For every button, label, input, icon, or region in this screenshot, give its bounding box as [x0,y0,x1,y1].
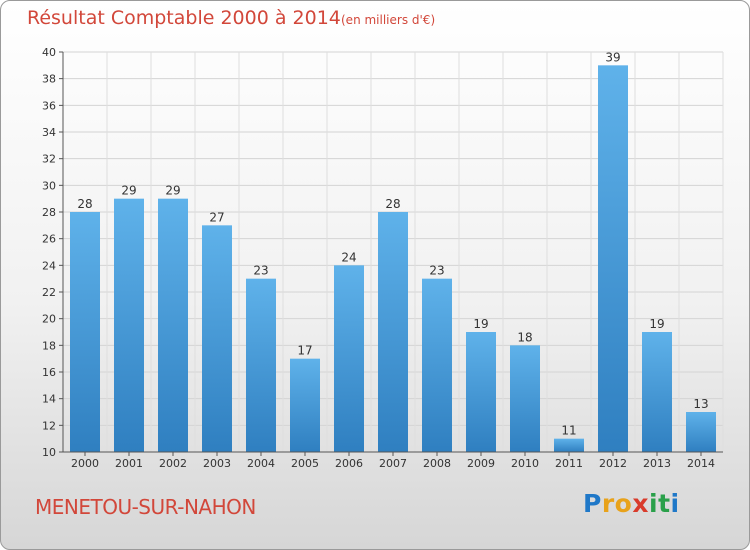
x-tick-label: 2000 [71,457,99,470]
bar [378,212,408,452]
x-tick-label: 2013 [643,457,671,470]
bar [202,225,232,452]
y-tick-label: 16 [42,366,56,379]
bar [598,65,628,452]
logo-letter: t [658,489,671,518]
value-label: 23 [429,264,444,278]
y-tick-label: 22 [42,286,56,299]
value-label: 17 [297,344,312,358]
value-label: 19 [473,317,488,331]
value-label: 29 [121,184,136,198]
chart-subtitle: (en milliers d'€) [341,13,436,27]
y-tick-label: 20 [42,313,56,326]
x-tick-label: 2003 [203,457,231,470]
commune-name: MENETOU-SUR-NAHON [35,495,256,519]
y-tick-label: 30 [42,179,56,192]
logo-letter: x [632,489,649,518]
bar [158,198,188,452]
y-tick-label: 28 [42,206,56,219]
bar [686,412,716,452]
bar [466,332,496,452]
x-tick-label: 2009 [467,457,495,470]
x-tick-label: 2005 [291,457,319,470]
x-tick-label: 2011 [555,457,583,470]
x-tick-label: 2012 [599,457,627,470]
x-tick-label: 2002 [159,457,187,470]
bars [70,65,716,452]
bar [642,332,672,452]
value-label: 39 [605,50,620,64]
y-tick-label: 32 [42,153,56,166]
y-tick-label: 26 [42,233,56,246]
value-label: 28 [77,197,92,211]
x-tick-label: 2001 [115,457,143,470]
x-tick-label: 2008 [423,457,451,470]
x-tick-label: 2007 [379,457,407,470]
value-label: 19 [649,317,664,331]
x-tick-label: 2014 [687,457,715,470]
value-label: 27 [209,210,224,224]
logo-letter: i [670,489,680,518]
x-tick-label: 2010 [511,457,539,470]
logo-letter: o [614,489,633,518]
y-tick-label: 40 [42,46,56,59]
logo-letter: i [649,489,659,518]
y-tick-label: 24 [42,259,56,272]
y-tick-label: 36 [42,99,56,112]
value-label: 24 [341,250,356,264]
value-label: 29 [165,184,180,198]
logo-letter: r [601,489,615,518]
bar [114,198,144,452]
logo-letter: P [583,489,602,518]
proxiti-logo: Proxiti [583,489,680,518]
y-tick-label: 18 [42,339,56,352]
axes [59,51,723,456]
chart-title: Résultat Comptable 2000 à 2014 [27,7,341,29]
bar [554,438,584,452]
bar [246,278,276,452]
labels: 10 12 14 16 18 20 22 24 26 28 30 32 34 36 38 40 28 2000 29… [42,46,715,470]
value-label: 23 [253,264,268,278]
x-tick-label: 2004 [247,457,275,470]
value-label: 18 [517,330,532,344]
y-tick-label: 14 [42,393,56,406]
bar [510,345,540,452]
value-label: 28 [385,197,400,211]
x-tick-label: 2006 [335,457,363,470]
bar [290,358,320,452]
value-label: 11 [561,424,576,438]
y-tick-label: 34 [42,126,56,139]
bar [70,212,100,452]
bar [334,265,364,452]
y-tick-label: 10 [42,446,56,459]
value-label: 13 [693,397,708,411]
bar [422,278,452,452]
y-tick-label: 38 [42,73,56,86]
y-tick-label: 12 [42,419,56,432]
